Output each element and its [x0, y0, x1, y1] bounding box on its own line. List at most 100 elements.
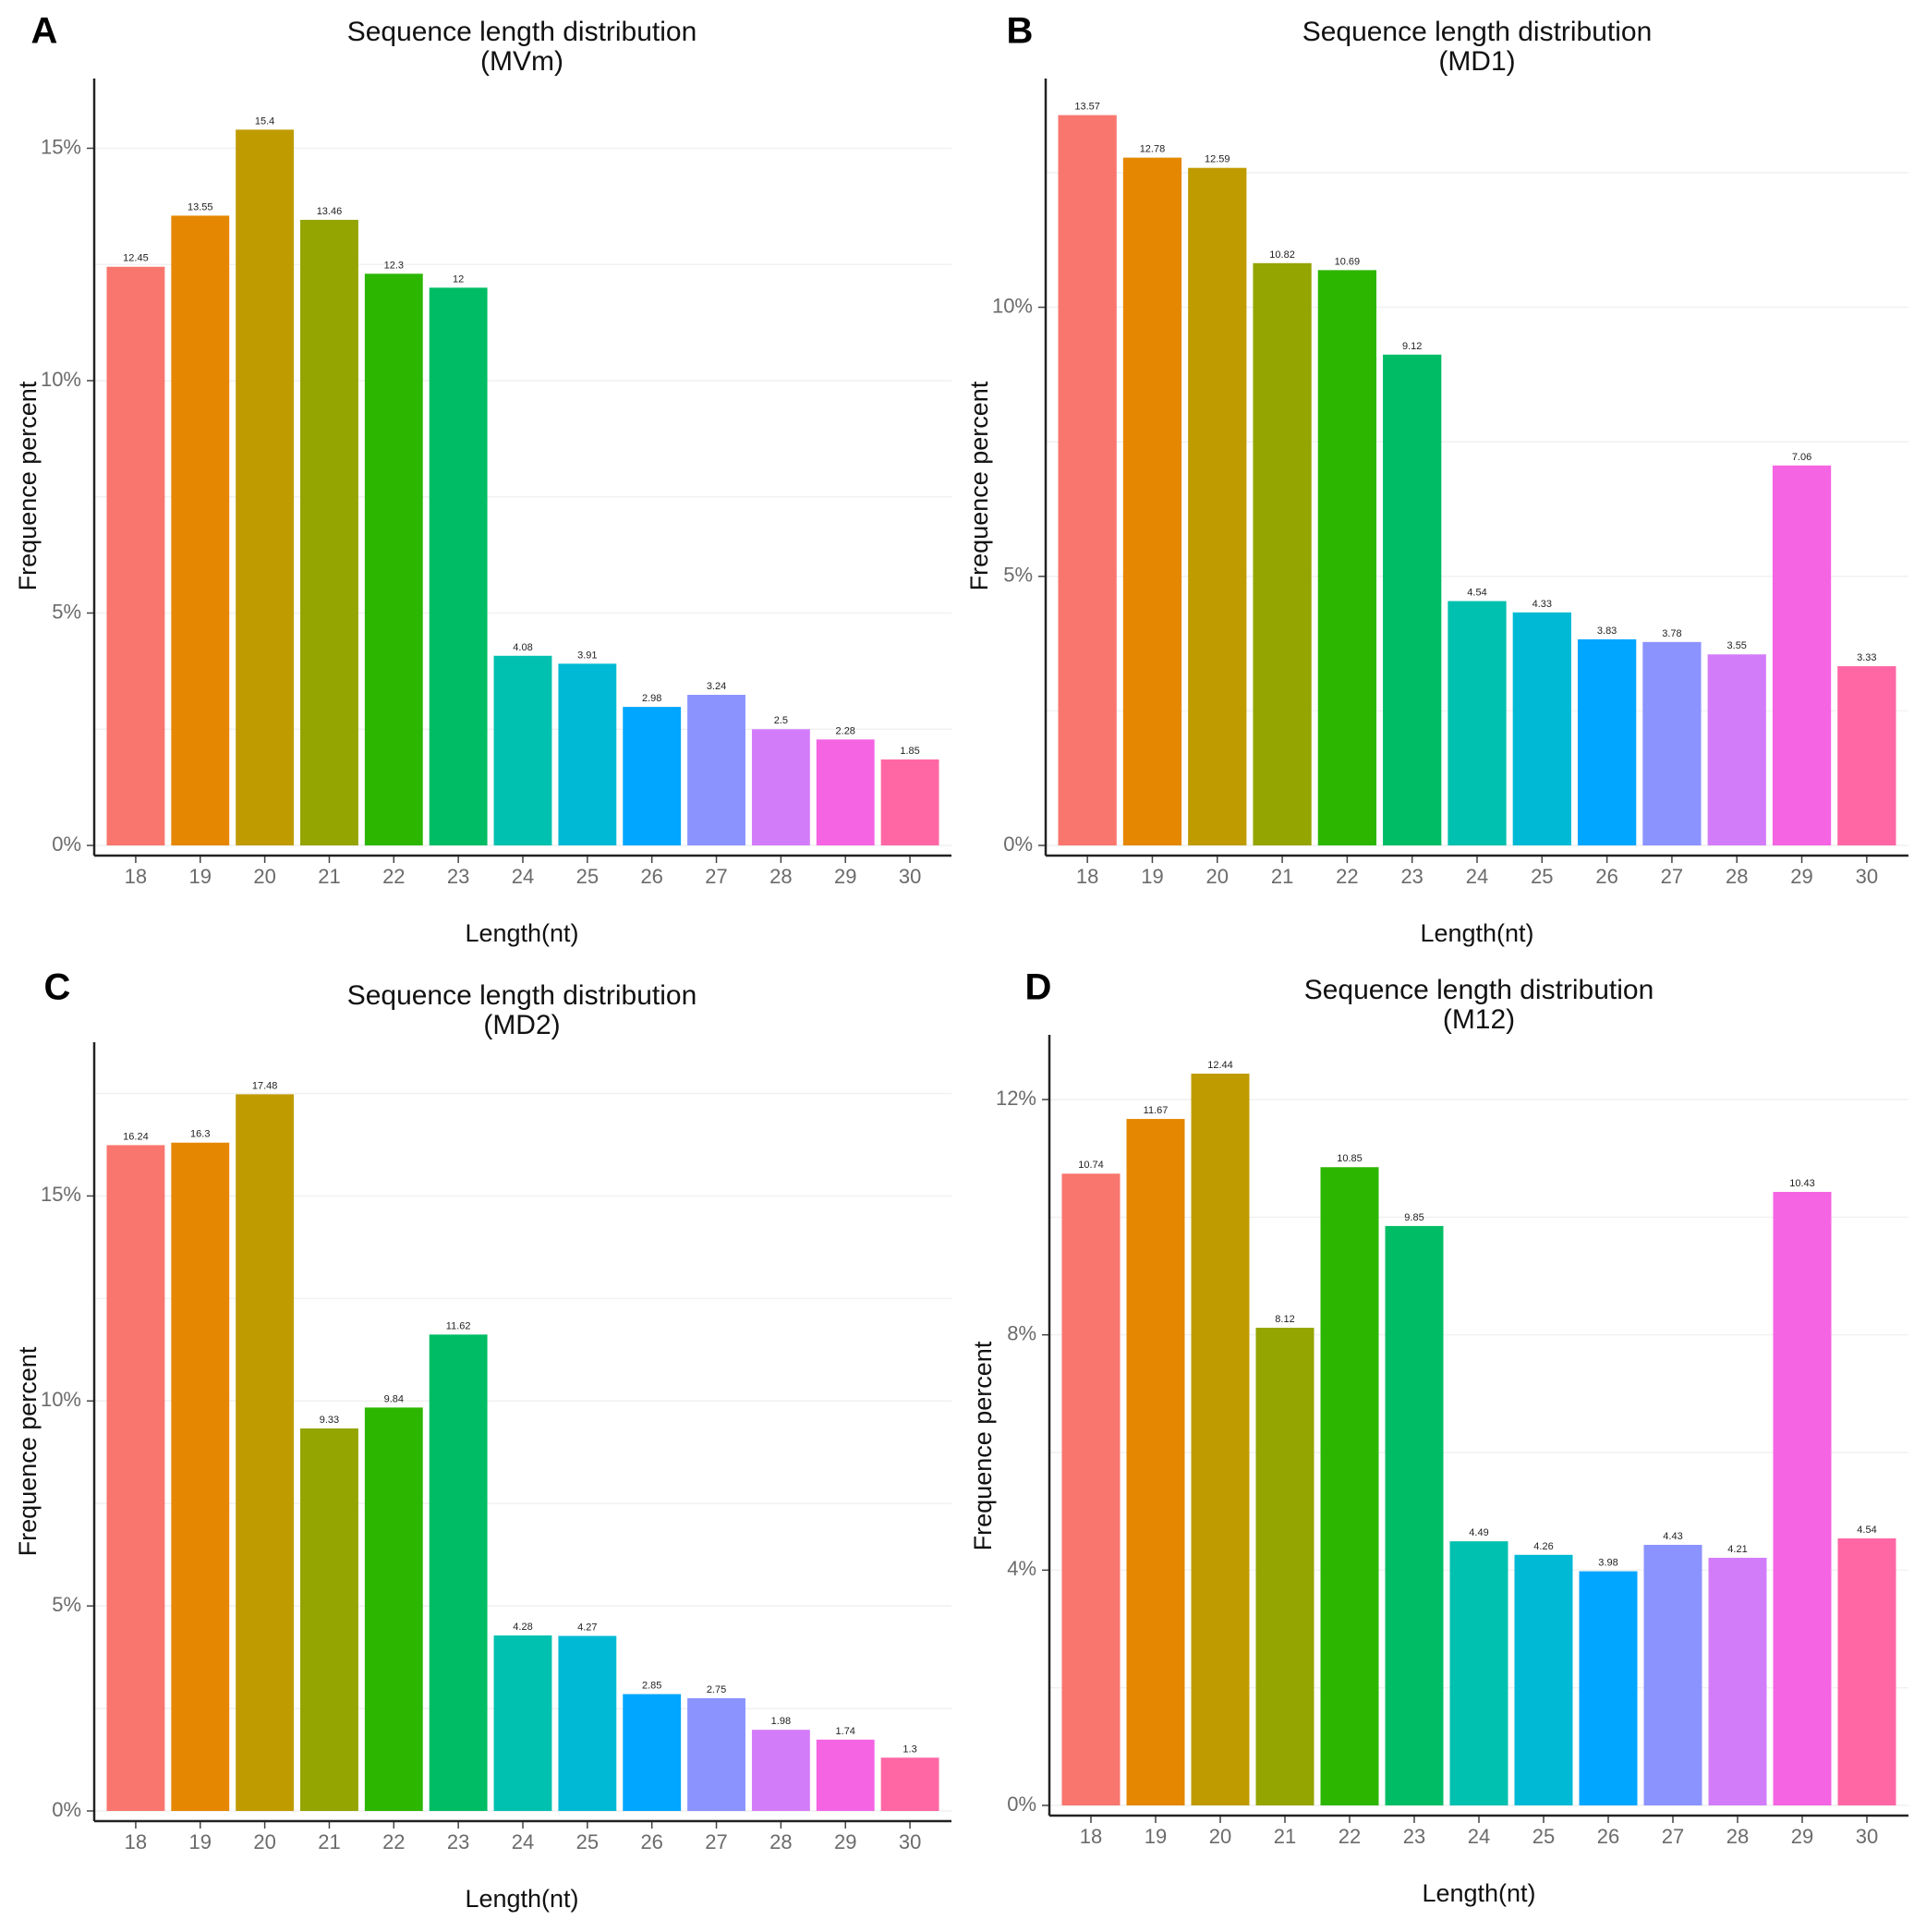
bar [106, 1145, 165, 1811]
bar [1643, 1544, 1702, 1805]
panel-d-chart: D Sequence length distribution(M12) 0% 4% 8%… [969, 967, 1908, 1907]
bar [623, 707, 682, 845]
bar-value-label: 10.85 [1337, 1153, 1363, 1164]
bar [1512, 612, 1571, 845]
x-tick-label: 21 [1274, 1825, 1296, 1848]
bar-value-label: 9.85 [1404, 1212, 1423, 1223]
bar [429, 287, 488, 845]
panel-a-chart: A Sequence length distribution(MVm) 0% 5% 10… [14, 11, 951, 947]
bar-value-label: 12 [453, 273, 464, 285]
y-tick-label: 15% [41, 1183, 81, 1206]
bar-value-label: 12.44 [1207, 1060, 1233, 1071]
x-tick-label: 25 [1531, 865, 1553, 888]
bar [1191, 1074, 1250, 1805]
x-tick-label: 25 [1532, 1825, 1555, 1848]
bar-value-label: 3.24 [707, 681, 726, 692]
x-axis-label: Length(nt) [1422, 1879, 1535, 1907]
bar-value-label: 3.33 [1857, 652, 1876, 663]
bar [106, 266, 165, 845]
bar-value-label: 13.55 [188, 201, 213, 213]
bar-value-label: 2.85 [642, 1681, 661, 1692]
bar-value-label: 12.59 [1205, 154, 1230, 165]
x-tick-label: 21 [318, 1830, 340, 1853]
bar [493, 655, 552, 845]
bar [1122, 157, 1182, 846]
bar [1188, 167, 1247, 845]
chart-subtitle: (M12) [1443, 1004, 1515, 1035]
bar-value-label: 15.4 [255, 115, 274, 127]
bar [1773, 1191, 1832, 1805]
x-tick-label: 25 [576, 865, 599, 888]
bar [1577, 638, 1637, 845]
x-tick-label: 20 [1206, 865, 1229, 888]
bar [687, 1697, 745, 1811]
bar [751, 729, 810, 845]
bar-value-label: 4.08 [513, 642, 532, 653]
x-tick-label: 26 [640, 865, 662, 888]
bar-value-label: 4.49 [1469, 1527, 1488, 1538]
x-tick-label: 20 [253, 1830, 275, 1853]
bar [558, 663, 617, 845]
bar [1579, 1571, 1638, 1805]
bar-value-label: 4.43 [1663, 1531, 1682, 1542]
x-tick-label: 22 [1339, 1825, 1361, 1848]
x-tick-label: 28 [769, 1830, 792, 1853]
panel-letter: C [44, 967, 71, 1008]
y-tick-label: 0% [1007, 1792, 1036, 1816]
x-tick-label: 26 [640, 1830, 662, 1853]
x-tick-label: 23 [447, 1830, 469, 1853]
chart-title: Sequence length distribution [1304, 975, 1654, 1005]
bar-value-label: 10.74 [1078, 1160, 1104, 1171]
panel-c-chart: C Sequence length distribution(MD2) 0% 5% 10… [14, 967, 951, 1913]
y-tick-label: 5% [52, 600, 81, 623]
bar-value-label: 4.54 [1467, 588, 1486, 599]
y-tick-label: 5% [52, 1593, 81, 1616]
bar-value-label: 3.91 [577, 650, 597, 661]
bar [236, 1094, 295, 1811]
bar-value-label: 2.75 [707, 1684, 726, 1695]
x-tick-label: 30 [899, 865, 921, 888]
chart-subtitle: (MVm) [480, 46, 563, 77]
x-tick-label: 26 [1597, 1825, 1619, 1848]
x-tick-label: 24 [512, 1830, 534, 1853]
bar [558, 1635, 617, 1811]
x-tick-label: 27 [1661, 865, 1683, 888]
bar-value-label: 10.69 [1335, 256, 1361, 267]
bar [171, 1142, 230, 1811]
bar-value-label: 1.98 [771, 1716, 791, 1727]
y-tick-label: 0% [1003, 832, 1033, 856]
bar-value-label: 11.67 [1144, 1105, 1169, 1116]
y-axis-label: Frequence percent [14, 381, 42, 590]
bar-value-label: 3.83 [1597, 626, 1617, 637]
x-tick-label: 29 [1791, 1825, 1813, 1848]
bar [1383, 354, 1442, 845]
x-tick-label: 27 [1662, 1825, 1684, 1848]
panel-letter: A [31, 11, 58, 52]
chart-title: Sequence length distribution [1302, 17, 1653, 47]
x-tick-label: 27 [705, 865, 727, 888]
bar-value-label: 16.24 [123, 1131, 149, 1142]
panel-letter: B [1007, 11, 1034, 52]
y-axis-label: Frequence percent [965, 381, 993, 590]
x-tick-label: 22 [382, 1830, 405, 1853]
x-axis-label: Length(nt) [465, 919, 578, 947]
bar [816, 1739, 875, 1811]
bar [687, 695, 745, 845]
x-tick-label: 18 [125, 865, 147, 888]
y-tick-label: 10% [41, 368, 81, 391]
y-tick-label: 10% [992, 294, 1033, 317]
bar [1642, 641, 1702, 845]
x-tick-label: 27 [705, 1830, 727, 1853]
bar-value-label: 3.98 [1598, 1558, 1617, 1569]
x-tick-label: 19 [189, 1830, 212, 1853]
bar-value-label: 1.74 [836, 1726, 855, 1737]
bar [816, 739, 875, 845]
bar [751, 1730, 810, 1811]
bar [1058, 115, 1117, 846]
bar-value-label: 2.28 [836, 725, 855, 736]
bar-value-label: 10.43 [1789, 1178, 1815, 1189]
bar-value-label: 12.78 [1140, 144, 1166, 155]
bar [1514, 1554, 1573, 1805]
bar [1707, 654, 1766, 845]
